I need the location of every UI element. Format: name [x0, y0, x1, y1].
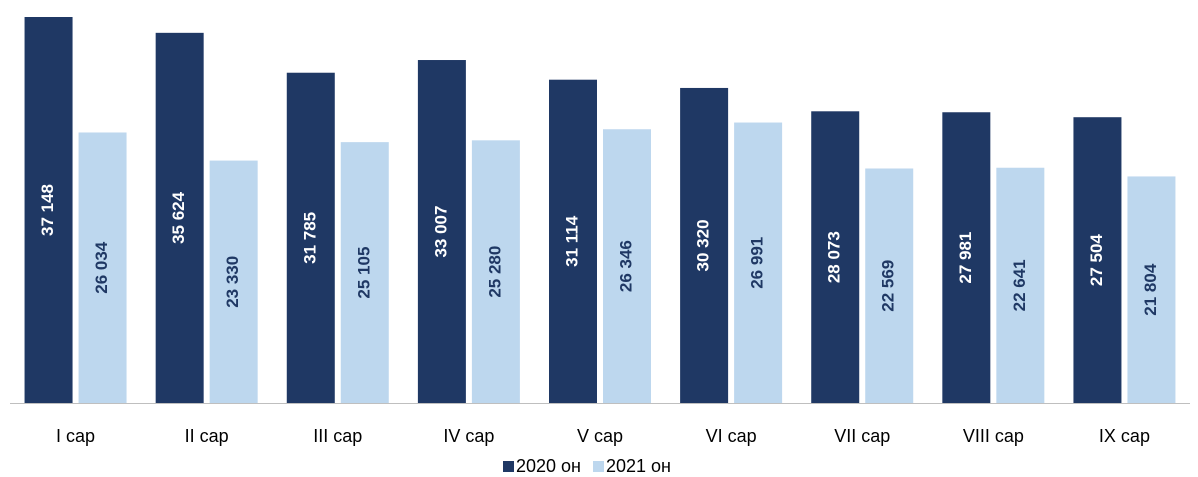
legend-label: 2021 он: [606, 456, 671, 476]
bar: [24, 17, 73, 403]
value-label: 31 785: [300, 212, 319, 264]
value-label: 25 105: [354, 247, 373, 299]
legend-swatch: [503, 461, 514, 472]
x-tick-label: VII сар: [834, 426, 890, 446]
value-label: 26 346: [616, 240, 635, 292]
x-tick-label: IV сар: [443, 426, 494, 446]
value-label: 22 641: [1010, 259, 1029, 311]
bar: [155, 32, 204, 403]
bar: [286, 72, 335, 403]
value-label: 23 330: [223, 256, 242, 308]
bar: [996, 167, 1045, 403]
bar: [1073, 117, 1122, 404]
x-tick-label: VI сар: [706, 426, 757, 446]
x-tick-label: IX сар: [1099, 426, 1150, 446]
bar: [549, 79, 597, 404]
bar: [734, 122, 783, 404]
x-tick-label: VIII сар: [963, 426, 1024, 446]
x-tick-label: I сар: [56, 426, 95, 446]
value-label: 27 504: [1087, 234, 1106, 287]
bar: [811, 111, 860, 404]
x-tick-label: III сар: [313, 426, 362, 446]
value-label: 35 624: [169, 191, 188, 244]
bar: [340, 142, 389, 403]
value-label: 25 280: [485, 246, 504, 298]
legend-label: 2020 он: [516, 456, 581, 476]
bar: [417, 60, 466, 403]
value-label: 26 991: [748, 237, 767, 289]
value-label: 28 073: [825, 231, 844, 283]
bar: [942, 112, 991, 403]
value-label: 21 804: [1141, 263, 1160, 316]
value-label: 27 981: [956, 232, 975, 284]
bar: [209, 160, 258, 403]
bar: [78, 132, 127, 403]
x-tick-label: V сар: [577, 426, 623, 446]
bar: [865, 168, 914, 403]
value-label: 26 034: [92, 241, 111, 294]
value-label: 37 148: [38, 184, 57, 236]
bar: [1127, 176, 1176, 403]
bar: [680, 87, 729, 403]
value-label: 30 320: [694, 219, 713, 271]
value-label: 33 007: [431, 206, 450, 258]
value-label: 22 569: [879, 260, 898, 312]
legend-swatch: [593, 461, 604, 472]
x-tick-label: II сар: [185, 426, 229, 446]
bar: [603, 129, 651, 403]
bar: [471, 140, 520, 403]
value-label: 31 114: [562, 215, 581, 267]
